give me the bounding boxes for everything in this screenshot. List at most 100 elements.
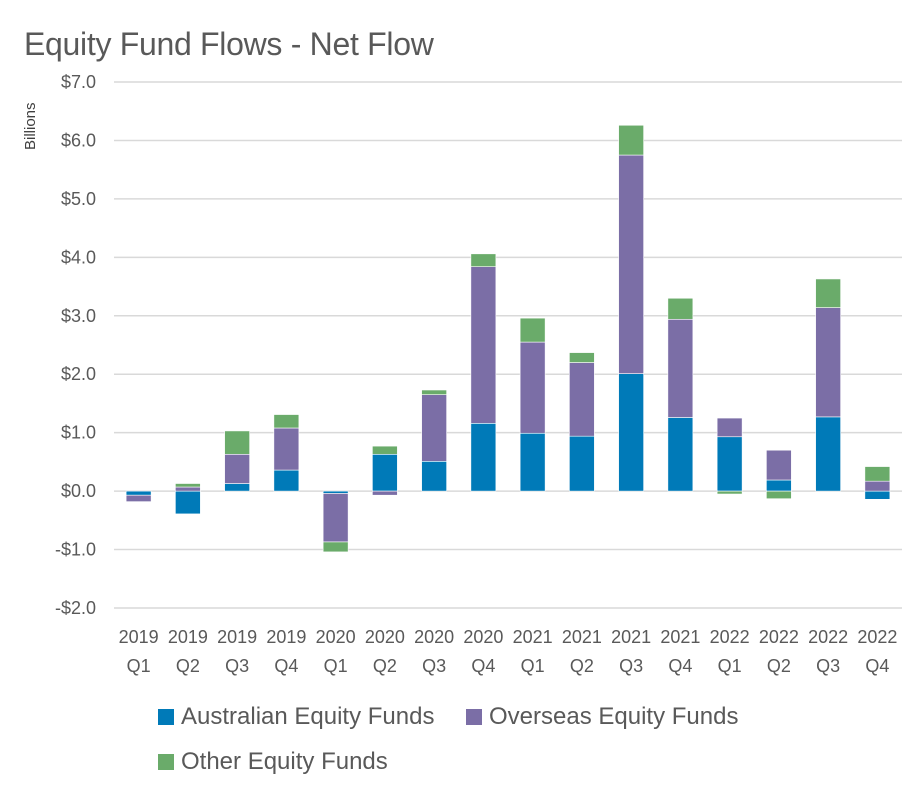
bar-overseas-equity-funds: [766, 449, 792, 481]
bar-other-equity-funds: [372, 445, 398, 455]
legend-item-australian: Australian Equity Funds: [158, 703, 434, 731]
bar-australian-equity-funds: [766, 479, 792, 492]
bar-australian-equity-funds: [618, 373, 644, 492]
bar-other-equity-funds: [864, 466, 891, 482]
bar-australian-equity-funds: [864, 490, 891, 500]
y-tick-label: -$1.0: [55, 540, 96, 560]
y-tick-label: $1.0: [61, 423, 96, 443]
y-tick-label: $0.0: [61, 481, 96, 501]
bar-australian-equity-funds: [175, 490, 201, 515]
x-tick-year: 2020: [414, 627, 454, 647]
bar-other-equity-funds: [322, 541, 349, 553]
bar-other-equity-funds: [273, 414, 300, 429]
x-tick-year: 2022: [857, 627, 897, 647]
x-tick-quarter: Q1: [718, 656, 742, 676]
x-tick-year: 2021: [562, 627, 602, 647]
x-tick-quarter: Q1: [324, 656, 348, 676]
bar-other-equity-funds: [421, 389, 447, 395]
y-tick-label: $5.0: [61, 189, 96, 209]
bar-australian-equity-funds: [716, 436, 743, 492]
x-tick-quarter: Q3: [619, 656, 643, 676]
bar-australian-equity-funds: [470, 423, 497, 492]
legend-label-overseas: Overseas Equity Funds: [489, 703, 739, 730]
bars: [125, 124, 891, 553]
legend-label-other: Other Equity Funds: [181, 748, 388, 775]
y-tick-label: $7.0: [61, 72, 96, 92]
x-tick-year: 2021: [611, 627, 651, 647]
bar-australian-equity-funds: [224, 483, 250, 492]
x-tick-quarter: Q1: [521, 656, 545, 676]
x-tick-quarter: Q2: [176, 656, 200, 676]
bar-australian-equity-funds: [815, 416, 841, 492]
bar-australian-equity-funds: [519, 432, 546, 492]
x-tick-year: 2019: [119, 627, 159, 647]
x-tick-year: 2022: [710, 627, 750, 647]
bar-other-equity-funds: [175, 483, 201, 488]
chart-title: Equity Fund Flows - Net Flow: [24, 26, 434, 62]
bar-other-equity-funds: [470, 253, 497, 267]
bar-other-equity-funds: [224, 430, 250, 455]
legend-label-australian: Australian Equity Funds: [181, 703, 435, 730]
bar-other-equity-funds: [815, 278, 841, 308]
x-tick-year: 2019: [168, 627, 208, 647]
x-tick-quarter: Q2: [767, 656, 791, 676]
bar-overseas-equity-funds: [421, 394, 447, 462]
y-tick-label: $4.0: [61, 247, 96, 267]
x-tick-year: 2019: [266, 627, 306, 647]
x-tick-quarter: Q2: [570, 656, 594, 676]
bar-australian-equity-funds: [372, 453, 398, 492]
x-tick-quarter: Q3: [816, 656, 840, 676]
bar-overseas-equity-funds: [519, 341, 546, 434]
x-tick-quarter: Q1: [127, 656, 151, 676]
x-tick-year: 2021: [660, 627, 700, 647]
bar-other-equity-funds: [569, 352, 595, 363]
x-tick-year: 2022: [759, 627, 799, 647]
bar-overseas-equity-funds: [372, 490, 398, 496]
bar-other-equity-funds: [618, 124, 644, 156]
bar-overseas-equity-funds: [175, 486, 201, 492]
bar-overseas-equity-funds: [864, 480, 891, 492]
legend-item-other: Other Equity Funds: [158, 748, 388, 776]
bar-overseas-equity-funds: [322, 493, 349, 543]
x-tick-year: 2020: [365, 627, 405, 647]
x-tick-quarter: Q4: [471, 656, 495, 676]
y-tick-label: $3.0: [61, 306, 96, 326]
bar-other-equity-funds: [716, 490, 743, 495]
x-tick-year: 2022: [808, 627, 848, 647]
y-tick-label: $6.0: [61, 130, 96, 150]
bar-overseas-equity-funds: [815, 307, 841, 418]
x-tick-year: 2020: [463, 627, 503, 647]
bar-australian-equity-funds: [421, 461, 447, 492]
bar-overseas-equity-funds: [667, 318, 694, 418]
legend-swatch-australian: [158, 709, 174, 725]
y-axis-ticks: $7.0 $6.0 $5.0 $4.0 $3.0 $2.0 $1.0 $0.0 -$1.0 -$2…: [55, 72, 96, 618]
x-tick-quarter: Q2: [373, 656, 397, 676]
bar-overseas-equity-funds: [716, 417, 743, 438]
y-tick-label: -$2.0: [55, 598, 96, 618]
bar-australian-equity-funds: [569, 435, 595, 492]
x-tick-quarter: Q4: [668, 656, 692, 676]
x-tick-year: 2019: [217, 627, 257, 647]
bar-australian-equity-funds: [125, 490, 152, 496]
bar-other-equity-funds: [519, 317, 546, 343]
x-tick-year: 2021: [513, 627, 553, 647]
x-tick-quarter: Q4: [865, 656, 889, 676]
bar-other-equity-funds: [766, 490, 792, 500]
gridlines: [114, 81, 902, 609]
x-tick-quarter: Q3: [225, 656, 249, 676]
bar-overseas-equity-funds: [470, 266, 497, 424]
bar-australian-equity-funds: [273, 469, 300, 492]
bar-overseas-equity-funds: [273, 427, 300, 471]
bar-overseas-equity-funds: [224, 453, 250, 484]
bar-overseas-equity-funds: [618, 154, 644, 374]
x-tick-quarter: Q4: [274, 656, 298, 676]
legend-swatch-overseas: [466, 709, 482, 725]
x-tick-quarter: Q3: [422, 656, 446, 676]
bar-other-equity-funds: [667, 297, 694, 320]
bar-australian-equity-funds: [322, 490, 349, 494]
x-axis-ticks: 2019 Q1 2019 Q2 2019 Q3 2019 Q4 2020 Q1 2020 Q2 2020…: [119, 627, 898, 676]
bar-overseas-equity-funds: [125, 494, 152, 502]
legend-swatch-other: [158, 754, 174, 770]
bar-overseas-equity-funds: [569, 362, 595, 437]
